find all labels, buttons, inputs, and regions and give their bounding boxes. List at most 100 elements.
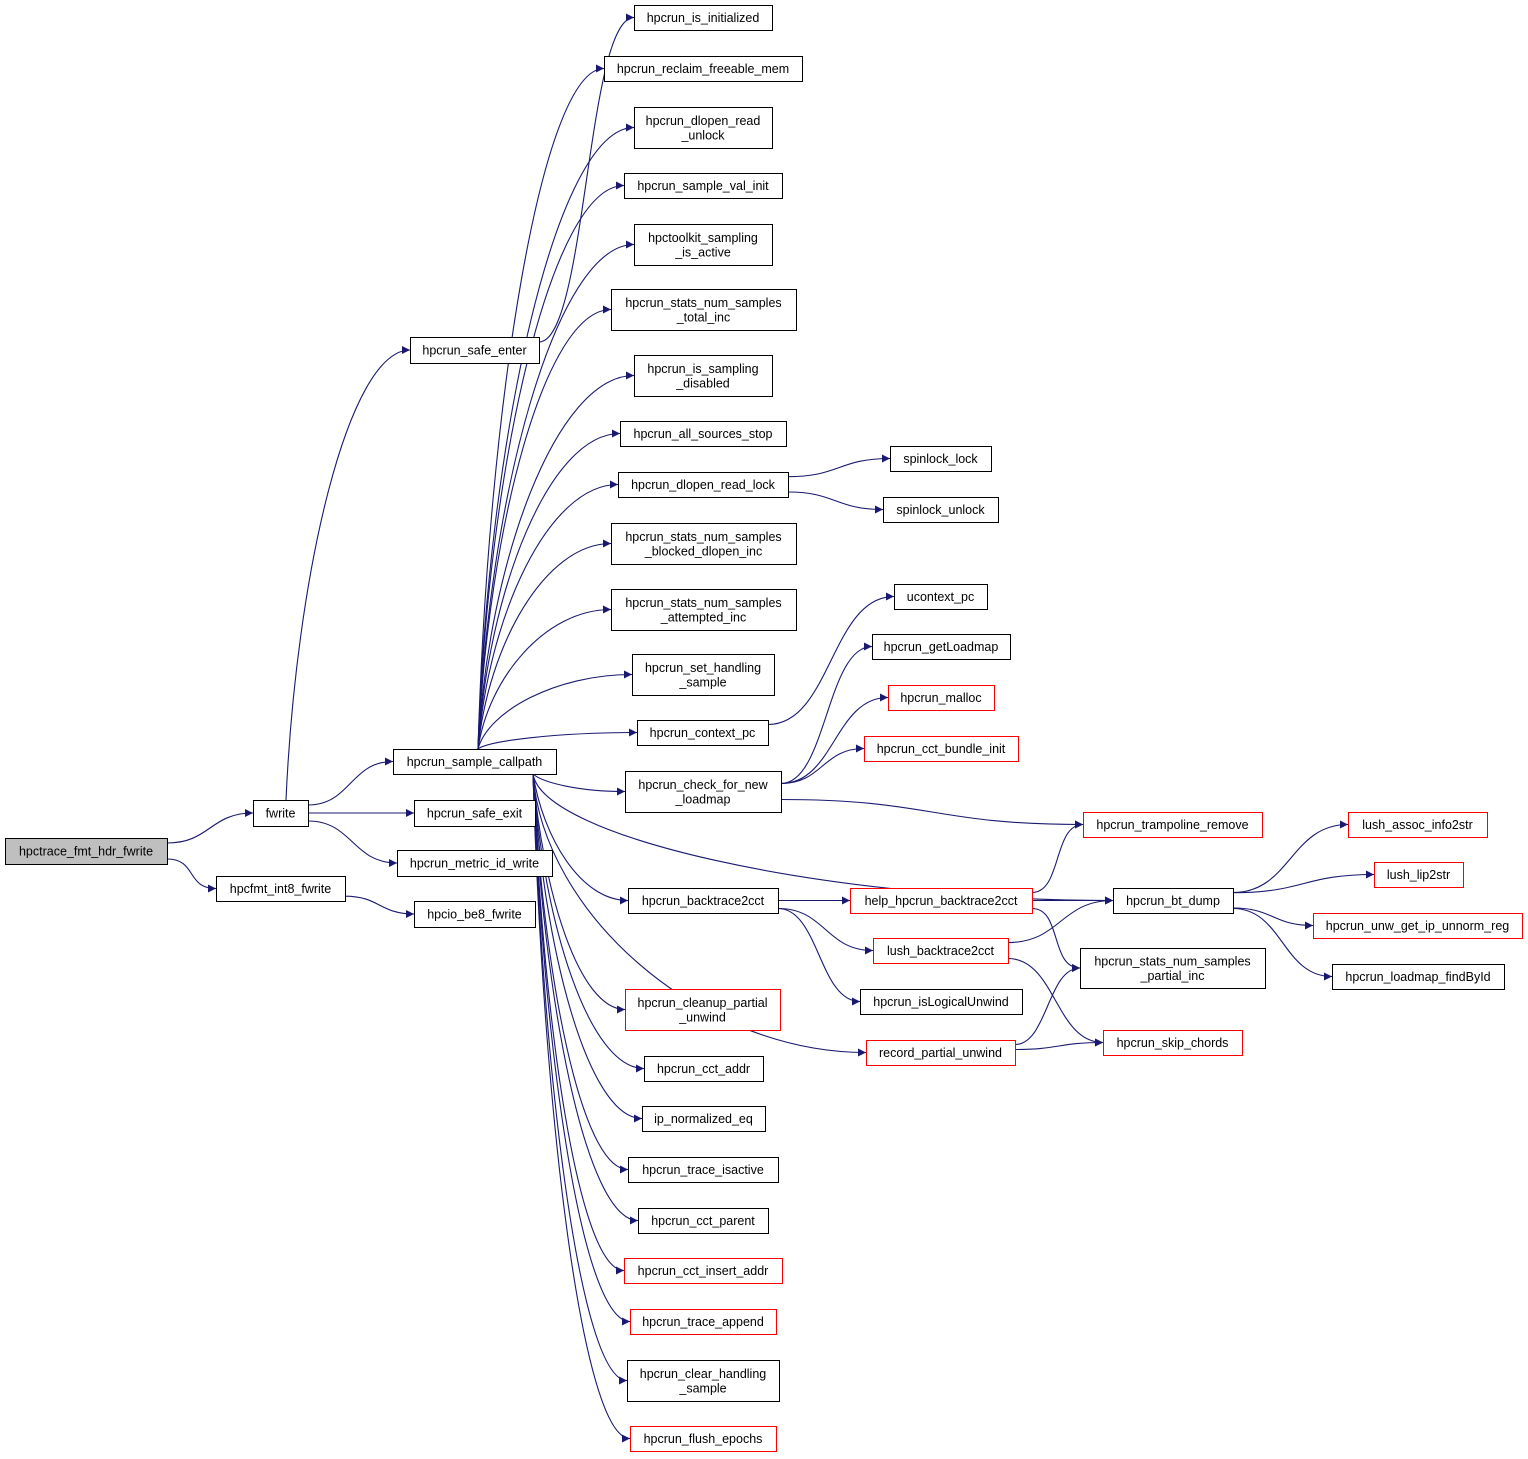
node-lip2str[interactable]: lush_lip2str [1374, 862, 1464, 888]
node-label: help_hpcrun_backtrace2cct [865, 894, 1018, 908]
edge-sample-to-bt2cct [532, 773, 629, 905]
node-box [634, 5, 773, 31]
edge-sample-to-all_stop [477, 429, 621, 750]
node-label: spinlock_lock [903, 452, 978, 466]
node-is_init[interactable]: hpcrun_is_initialized [634, 5, 773, 31]
node-fwrite[interactable]: fwrite [253, 800, 309, 827]
node-getloadmap[interactable]: hpcrun_getLoadmap [872, 634, 1011, 660]
node-clear_handling[interactable]: hpcrun_clear_handling_sample [627, 1360, 780, 1402]
node-cct_insert[interactable]: hpcrun_cct_insert_addr [624, 1258, 783, 1284]
node-box [216, 876, 346, 902]
node-bundle_init[interactable]: hpcrun_cct_bundle_init [864, 736, 1019, 762]
node-trace_isactive[interactable]: hpcrun_trace_isactive [628, 1157, 779, 1183]
node-skip_chords[interactable]: hpcrun_skip_chords [1103, 1030, 1243, 1056]
node-sample[interactable]: hpcrun_sample_callpath [393, 749, 557, 775]
node-trace_append[interactable]: hpcrun_trace_append [630, 1309, 777, 1335]
node-box [872, 634, 1011, 660]
node-lush_assoc[interactable]: lush_assoc_info2str [1348, 812, 1488, 838]
node-cct_parent[interactable]: hpcrun_cct_parent [638, 1208, 769, 1234]
node-label: hpcrun_cct_parent [651, 1214, 755, 1228]
node-root[interactable]: hpctrace_fmt_hdr_fwrite [5, 838, 168, 865]
node-metric[interactable]: hpcrun_metric_id_write [397, 850, 553, 877]
node-label: hpcrun_is_sampling [647, 362, 758, 376]
node-spin_unlock[interactable]: spinlock_unlock [883, 497, 999, 523]
edge-bt_dump-to-unw_get [1232, 907, 1314, 930]
node-lush_bt[interactable]: lush_backtrace2cct [873, 938, 1009, 964]
node-cleanup[interactable]: hpcrun_cleanup_partial_unwind [625, 989, 781, 1031]
node-label: lush_assoc_info2str [1362, 818, 1472, 832]
edge-check_loadmap-to-bundle_init [780, 744, 865, 785]
node-all_stop[interactable]: hpcrun_all_sources_stop [620, 421, 787, 447]
node-partial_inc[interactable]: hpcrun_stats_num_samples_partial_inc [1080, 948, 1266, 989]
node-label: hpcrun_trace_append [642, 1315, 764, 1329]
node-box [611, 523, 797, 565]
node-label: hpcrun_stats_num_samples [625, 596, 781, 610]
node-be8[interactable]: hpcio_be8_fwrite [414, 901, 536, 928]
node-dl_lock[interactable]: hpcrun_dlopen_read_lock [618, 472, 789, 498]
node-attempted_inc[interactable]: hpcrun_stats_num_samples_attempted_inc [611, 589, 797, 631]
edge-sample-to-set_handling [477, 670, 633, 750]
edge-context_pc-to-ucontext [767, 592, 895, 726]
node-reclaim[interactable]: hpcrun_reclaim_freeable_mem [604, 56, 803, 82]
node-malloc[interactable]: hpcrun_malloc [888, 685, 995, 711]
node-spin_lock[interactable]: spinlock_lock [890, 446, 992, 472]
node-disabled[interactable]: hpcrun_is_sampling_disabled [634, 355, 773, 397]
edge-sample-to-ip_eq [532, 773, 643, 1123]
node-ucontext[interactable]: ucontext_pc [894, 584, 988, 610]
node-safe_exit[interactable]: hpcrun_safe_exit [414, 800, 536, 827]
node-findbyid[interactable]: hpcrun_loadmap_findById [1332, 964, 1505, 990]
node-box [604, 56, 803, 82]
node-box [634, 224, 773, 266]
node-dl_unlock[interactable]: hpcrun_dlopen_read_unlock [634, 107, 773, 149]
node-help_bt[interactable]: help_hpcrun_backtrace2cct [850, 888, 1033, 914]
node-set_handling[interactable]: hpcrun_set_handling_sample [632, 654, 775, 696]
node-box [627, 1360, 780, 1402]
node-box [642, 1106, 766, 1132]
edge-sample-to-clear_handling [532, 773, 628, 1385]
node-box [850, 888, 1033, 914]
node-check_loadmap[interactable]: hpcrun_check_for_new_loadmap [625, 771, 782, 813]
node-total_inc[interactable]: hpcrun_stats_num_samples_total_inc [611, 289, 797, 331]
node-box [625, 989, 781, 1031]
node-int8[interactable]: hpcfmt_int8_fwrite [216, 876, 346, 902]
edge-fwrite-to-metric [307, 820, 398, 867]
node-label: hpctrace_fmt_hdr_fwrite [19, 845, 153, 859]
node-label: _disabled [675, 376, 730, 390]
node-label: hpcrun_reclaim_freeable_mem [617, 62, 789, 76]
node-label: hpcrun_cleanup_partial [638, 996, 768, 1010]
node-logical[interactable]: hpcrun_isLogicalUnwind [860, 989, 1023, 1015]
edge-sample-to-disabled [477, 371, 635, 750]
node-box [864, 736, 1019, 762]
node-record_partial[interactable]: record_partial_unwind [866, 1040, 1016, 1066]
node-label: _is_active [674, 245, 731, 259]
node-bt_dump[interactable]: hpcrun_bt_dump [1113, 888, 1234, 914]
node-box [1332, 964, 1505, 990]
node-cct_addr[interactable]: hpcrun_cct_addr [644, 1056, 764, 1082]
edge-dl_lock-to-spin_lock [787, 454, 891, 478]
edge-sample-to-sampling_active [477, 240, 635, 750]
node-box [890, 446, 992, 472]
node-label: hpcrun_stats_num_samples [1094, 954, 1250, 968]
node-sampling_active[interactable]: hpctoolkit_sampling_is_active [634, 224, 773, 266]
node-safe_enter[interactable]: hpcrun_safe_enter [410, 337, 540, 364]
node-context_pc[interactable]: hpcrun_context_pc [637, 720, 769, 746]
node-unw_get[interactable]: hpcrun_unw_get_ip_unnorm_reg [1313, 913, 1523, 939]
node-bt2cct[interactable]: hpcrun_backtrace2cct [628, 888, 779, 914]
edge-sample-to-check_loadmap [532, 773, 626, 796]
node-flush[interactable]: hpcrun_flush_epochs [630, 1426, 777, 1452]
edges-layer [166, 13, 1375, 1443]
edge-sample-to-dl_lock [477, 480, 619, 750]
node-label: lush_lip2str [1387, 868, 1450, 882]
node-box [638, 1208, 769, 1234]
edge-sample-to-flush [532, 773, 631, 1443]
node-val_init[interactable]: hpcrun_sample_val_init [624, 173, 783, 199]
node-label: hpcrun_trace_isactive [642, 1163, 764, 1177]
node-label: hpcrun_clear_handling [640, 1367, 767, 1381]
edge-fwrite-to-sample [307, 757, 394, 806]
node-box [630, 1426, 777, 1452]
node-ip_eq[interactable]: ip_normalized_eq [642, 1106, 766, 1132]
node-blocked_inc[interactable]: hpcrun_stats_num_samples_blocked_dlopen_… [611, 523, 797, 565]
node-box [894, 584, 988, 610]
node-tramp[interactable]: hpcrun_trampoline_remove [1083, 812, 1263, 838]
node-label: _loadmap [675, 792, 731, 806]
